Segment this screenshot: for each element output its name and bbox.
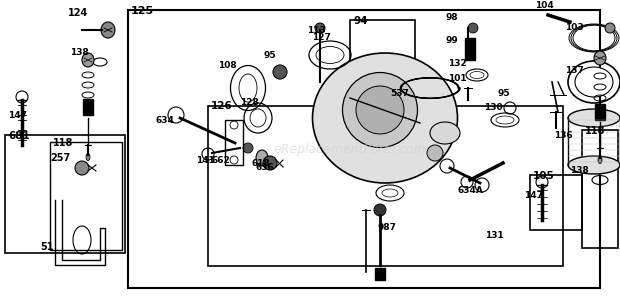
Text: 118: 118 xyxy=(585,126,605,136)
Text: 118: 118 xyxy=(53,138,73,148)
Text: 141: 141 xyxy=(196,156,215,165)
Ellipse shape xyxy=(575,67,613,97)
Ellipse shape xyxy=(250,109,266,127)
Text: eReplacementParts.com: eReplacementParts.com xyxy=(273,144,427,156)
Text: 98: 98 xyxy=(445,13,458,22)
Circle shape xyxy=(243,143,253,153)
Text: 634A: 634A xyxy=(457,186,483,195)
Ellipse shape xyxy=(86,153,90,161)
Ellipse shape xyxy=(316,46,344,63)
Text: 662: 662 xyxy=(212,156,231,165)
Text: 95: 95 xyxy=(498,89,511,98)
Text: 131: 131 xyxy=(485,231,503,240)
Text: 105: 105 xyxy=(533,171,555,181)
Bar xyxy=(582,130,618,248)
Ellipse shape xyxy=(263,156,277,170)
Ellipse shape xyxy=(594,51,606,65)
Circle shape xyxy=(273,65,287,79)
Circle shape xyxy=(427,145,443,161)
Text: 618: 618 xyxy=(252,159,271,168)
Text: 634: 634 xyxy=(155,116,174,125)
Bar xyxy=(208,106,563,266)
Text: 103: 103 xyxy=(565,23,583,32)
Ellipse shape xyxy=(256,150,268,166)
Ellipse shape xyxy=(356,86,404,134)
Ellipse shape xyxy=(101,22,115,38)
Text: 987: 987 xyxy=(377,223,396,232)
Ellipse shape xyxy=(82,53,94,67)
Text: 136: 136 xyxy=(554,131,573,140)
Text: 127: 127 xyxy=(312,33,331,42)
Text: 681: 681 xyxy=(8,131,30,141)
Text: 147: 147 xyxy=(524,191,543,200)
Text: 257: 257 xyxy=(50,153,70,163)
Text: 537: 537 xyxy=(390,89,409,98)
Circle shape xyxy=(605,23,615,33)
Text: 51: 51 xyxy=(40,242,53,252)
Bar xyxy=(5,135,125,253)
Text: 130: 130 xyxy=(484,103,503,112)
Bar xyxy=(375,268,385,280)
Text: 137: 137 xyxy=(565,66,584,75)
Text: 108: 108 xyxy=(218,61,237,70)
Ellipse shape xyxy=(496,116,514,124)
Text: 636: 636 xyxy=(255,163,274,172)
Ellipse shape xyxy=(568,156,620,174)
Ellipse shape xyxy=(239,74,257,102)
Ellipse shape xyxy=(312,53,458,183)
Bar xyxy=(128,10,600,288)
Ellipse shape xyxy=(382,189,398,197)
Text: 126: 126 xyxy=(211,101,232,111)
Ellipse shape xyxy=(568,109,620,127)
Text: 125: 125 xyxy=(131,6,154,16)
Bar xyxy=(50,142,122,250)
Text: 94: 94 xyxy=(353,16,368,26)
Text: 124: 124 xyxy=(68,8,88,18)
Text: 95: 95 xyxy=(264,51,277,60)
Bar xyxy=(465,38,475,60)
Text: 128: 128 xyxy=(240,98,259,107)
Bar xyxy=(530,175,582,230)
Text: 101: 101 xyxy=(448,74,467,83)
Text: 113: 113 xyxy=(307,26,326,35)
Bar xyxy=(350,20,415,100)
Text: 132: 132 xyxy=(448,59,467,68)
Ellipse shape xyxy=(598,156,602,164)
Text: 138: 138 xyxy=(570,166,589,175)
Text: 99: 99 xyxy=(445,36,458,45)
Ellipse shape xyxy=(75,161,89,175)
Circle shape xyxy=(468,23,478,33)
Text: 138: 138 xyxy=(70,48,89,57)
Circle shape xyxy=(315,23,325,33)
Bar xyxy=(225,120,243,165)
Text: 104: 104 xyxy=(535,1,554,10)
Ellipse shape xyxy=(430,122,460,144)
Circle shape xyxy=(374,204,386,216)
Bar xyxy=(595,104,605,120)
Text: 147: 147 xyxy=(8,111,27,120)
Bar xyxy=(83,99,93,115)
Ellipse shape xyxy=(342,72,417,148)
